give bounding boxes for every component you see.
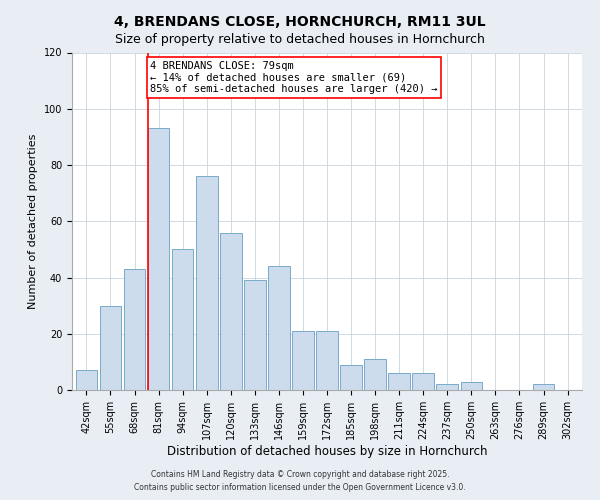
Bar xyxy=(461,382,482,390)
Bar xyxy=(388,373,410,390)
Bar xyxy=(412,373,434,390)
Bar xyxy=(316,331,338,390)
Bar xyxy=(148,128,169,390)
Bar xyxy=(172,250,193,390)
Y-axis label: Number of detached properties: Number of detached properties xyxy=(28,134,38,309)
Bar xyxy=(533,384,554,390)
Bar xyxy=(340,364,362,390)
X-axis label: Distribution of detached houses by size in Hornchurch: Distribution of detached houses by size … xyxy=(167,444,487,458)
Bar xyxy=(196,176,218,390)
Bar xyxy=(268,266,290,390)
Text: 4, BRENDANS CLOSE, HORNCHURCH, RM11 3UL: 4, BRENDANS CLOSE, HORNCHURCH, RM11 3UL xyxy=(114,15,486,29)
Text: Size of property relative to detached houses in Hornchurch: Size of property relative to detached ho… xyxy=(115,32,485,46)
Bar xyxy=(76,370,97,390)
Bar xyxy=(124,269,145,390)
Bar xyxy=(100,306,121,390)
Bar xyxy=(220,232,242,390)
Text: 4 BRENDANS CLOSE: 79sqm
← 14% of detached houses are smaller (69)
85% of semi-de: 4 BRENDANS CLOSE: 79sqm ← 14% of detache… xyxy=(150,61,437,94)
Bar xyxy=(244,280,266,390)
Bar xyxy=(364,359,386,390)
Bar xyxy=(292,331,314,390)
Bar xyxy=(436,384,458,390)
Text: Contains HM Land Registry data © Crown copyright and database right 2025.
Contai: Contains HM Land Registry data © Crown c… xyxy=(134,470,466,492)
